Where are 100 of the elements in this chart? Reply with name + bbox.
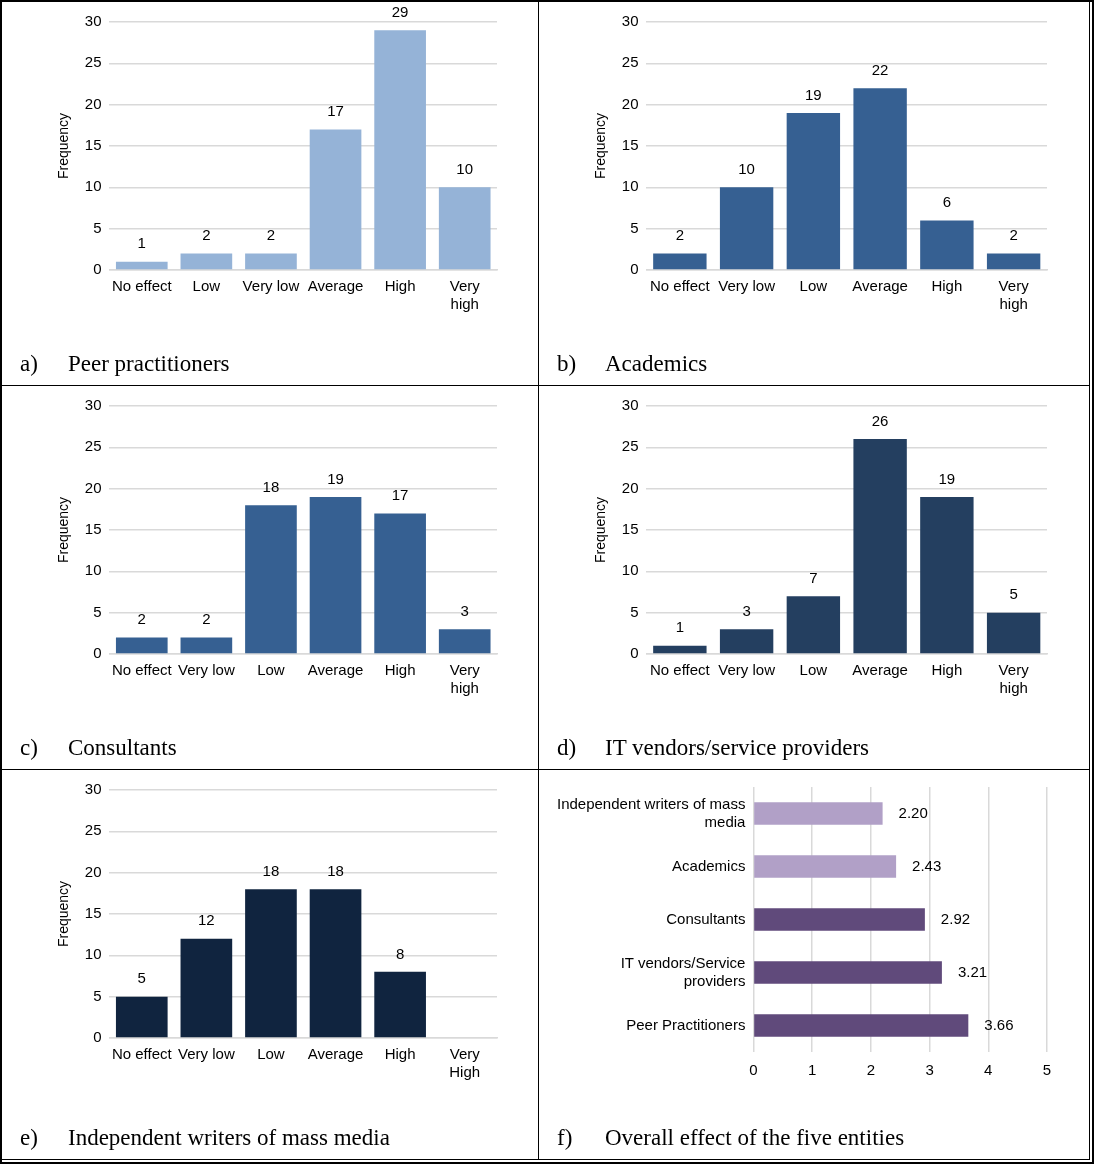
x-tick-label: Low bbox=[257, 1045, 285, 1063]
y-tick-label: Academics bbox=[672, 856, 746, 874]
y-tick-label: Peer Practitioners bbox=[626, 1015, 746, 1033]
y-tick-label: 20 bbox=[621, 94, 639, 112]
x-tick-label: Average bbox=[307, 277, 364, 295]
data-label: 3.66 bbox=[984, 1015, 1014, 1033]
x-tick-label: Low bbox=[799, 277, 828, 295]
x-tick-label: No effect bbox=[111, 661, 173, 679]
x-tick-label: Very low bbox=[718, 277, 776, 295]
y-tick-label: 10 bbox=[621, 561, 639, 579]
data-label: 19 bbox=[327, 469, 344, 487]
y-tick-label: 0 bbox=[630, 260, 639, 278]
data-label: 2 bbox=[202, 610, 211, 628]
bar bbox=[374, 513, 426, 654]
bar bbox=[374, 30, 426, 270]
y-tick-label: 30 bbox=[621, 396, 639, 414]
data-label: 8 bbox=[395, 944, 405, 962]
data-label: 1 bbox=[137, 234, 146, 252]
data-label: 2.43 bbox=[912, 856, 942, 874]
data-label: 18 bbox=[262, 477, 280, 495]
bar bbox=[374, 971, 426, 1038]
y-tick-label: 5 bbox=[93, 218, 102, 236]
y-tick-label: 5 bbox=[93, 986, 102, 1004]
data-label: 6 bbox=[942, 193, 952, 211]
y-tick-label: 5 bbox=[630, 602, 639, 620]
bar bbox=[180, 637, 233, 654]
x-tick-label: Very low bbox=[242, 277, 300, 295]
x-tick-label: 3 bbox=[925, 1061, 934, 1079]
x-tick-label: High bbox=[931, 661, 963, 679]
y-tick-label: 0 bbox=[93, 1028, 102, 1046]
y-tick-label: 10 bbox=[84, 561, 102, 579]
data-label: 29 bbox=[391, 2, 409, 20]
y-tick-label: 20 bbox=[621, 478, 639, 496]
bar bbox=[245, 505, 297, 654]
x-tick-label: 1 bbox=[807, 1061, 817, 1079]
y-tick-label: Consultants bbox=[666, 909, 746, 927]
bar bbox=[754, 855, 897, 878]
x-tick-label: No effect bbox=[111, 1045, 173, 1063]
bar bbox=[438, 187, 491, 270]
x-tick-label: Very low bbox=[178, 661, 235, 679]
bar bbox=[115, 261, 168, 270]
data-label: 22 bbox=[871, 60, 889, 78]
bar bbox=[653, 253, 707, 270]
x-tick-label: Very low bbox=[178, 1045, 235, 1063]
x-tick-label: Very high bbox=[998, 661, 1030, 697]
x-tick-label: 0 bbox=[749, 1061, 758, 1079]
bar bbox=[653, 645, 707, 654]
x-tick-label: Average bbox=[852, 277, 908, 295]
bar bbox=[754, 802, 883, 825]
data-label: 2 bbox=[675, 226, 685, 244]
bar bbox=[920, 496, 974, 654]
data-label: 12 bbox=[198, 911, 215, 929]
x-tick-label: Average bbox=[307, 661, 364, 679]
x-tick-label: Very high bbox=[449, 661, 481, 697]
data-label: 1 bbox=[675, 618, 685, 636]
data-label: 2.92 bbox=[940, 909, 971, 927]
chart-title: e) Independent writers of mass media bbox=[20, 1125, 390, 1150]
data-label: 7 bbox=[809, 568, 818, 586]
x-tick-label: No effect bbox=[649, 661, 711, 679]
x-tick-label: Very High bbox=[449, 1045, 481, 1081]
y-axis-title: Frequency bbox=[592, 496, 609, 564]
bar bbox=[245, 253, 297, 270]
bar bbox=[180, 253, 233, 270]
y-tick-label: 20 bbox=[84, 862, 102, 880]
y-tick-label: 25 bbox=[84, 821, 102, 839]
data-label: 2 bbox=[202, 226, 211, 244]
y-tick-label: 15 bbox=[621, 136, 639, 154]
data-label: 2 bbox=[266, 226, 276, 244]
x-tick-label: No effect bbox=[111, 277, 173, 295]
y-tick-label: 5 bbox=[93, 602, 102, 620]
y-tick-label: 25 bbox=[84, 437, 102, 455]
x-tick-label: Very low bbox=[718, 661, 776, 679]
y-tick-label: 30 bbox=[84, 12, 102, 30]
x-tick-label: 5 bbox=[1042, 1061, 1052, 1079]
data-label: 26 bbox=[871, 411, 889, 429]
y-tick-label: 25 bbox=[621, 53, 639, 71]
data-label: 5 bbox=[1009, 585, 1018, 603]
y-tick-label: IT vendors/Service providers bbox=[620, 953, 746, 989]
bar bbox=[309, 889, 362, 1038]
x-tick-label: Low bbox=[799, 661, 828, 679]
chart-title: d) IT vendors/service providers bbox=[557, 735, 869, 760]
bar bbox=[920, 220, 974, 270]
x-tick-label: Very high bbox=[449, 277, 481, 313]
data-label: 2 bbox=[137, 610, 146, 628]
data-label: 19 bbox=[805, 85, 822, 103]
bar bbox=[754, 1014, 969, 1037]
data-label: 2 bbox=[1009, 226, 1018, 244]
y-tick-label: 10 bbox=[84, 945, 102, 963]
y-tick-label: 20 bbox=[84, 94, 102, 112]
bar bbox=[754, 908, 925, 931]
data-label: 17 bbox=[391, 486, 409, 504]
bar bbox=[309, 129, 362, 270]
y-tick-label: 25 bbox=[84, 53, 102, 71]
x-tick-label: 4 bbox=[984, 1061, 993, 1079]
x-tick-label: High bbox=[931, 277, 963, 295]
bar bbox=[853, 88, 907, 270]
data-label: 10 bbox=[456, 159, 474, 177]
y-tick-label: 10 bbox=[621, 177, 639, 195]
y-tick-label: 15 bbox=[84, 520, 102, 538]
x-tick-label: Very high bbox=[998, 277, 1030, 313]
